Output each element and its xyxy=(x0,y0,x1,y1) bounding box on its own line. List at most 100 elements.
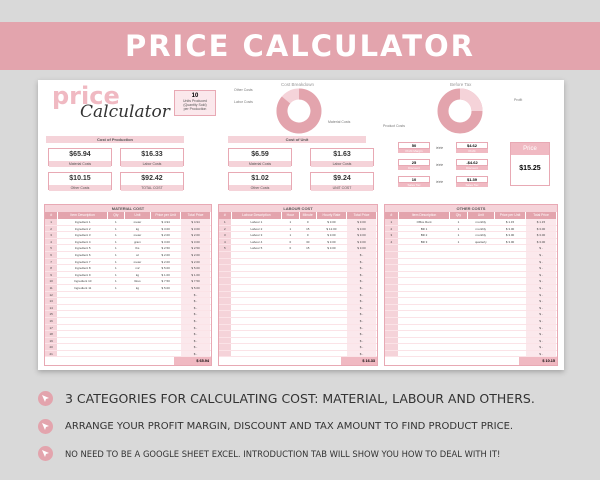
table-cell[interactable] xyxy=(468,291,496,298)
table-cell[interactable]: 0 xyxy=(300,219,317,225)
table-cell[interactable] xyxy=(450,251,468,258)
table-cell[interactable]: m2 xyxy=(125,265,152,271)
table-cell[interactable]: Labour 1 xyxy=(232,219,283,225)
table-cell[interactable]: 0 xyxy=(300,232,317,238)
table-cell[interactable]: 1 xyxy=(282,232,300,238)
table-cell[interactable] xyxy=(450,344,468,350)
table-cell[interactable] xyxy=(468,350,496,357)
table-cell[interactable] xyxy=(317,271,347,278)
table-cell[interactable] xyxy=(450,337,468,344)
table-cell[interactable]: $ 12.00 xyxy=(317,225,347,232)
table-cell[interactable] xyxy=(300,291,317,298)
table-cell[interactable] xyxy=(495,251,526,258)
table-cell[interactable] xyxy=(495,284,526,291)
table-cell[interactable] xyxy=(399,258,451,265)
table-cell[interactable] xyxy=(282,291,300,298)
table-cell[interactable] xyxy=(495,350,526,357)
table-cell[interactable] xyxy=(450,278,468,284)
table-cell[interactable] xyxy=(317,258,347,265)
table-cell[interactable] xyxy=(495,337,526,344)
table-cell[interactable] xyxy=(232,350,283,357)
table-cell[interactable] xyxy=(399,324,451,331)
table-cell[interactable] xyxy=(282,350,300,357)
table-cell[interactable]: $ 4.94 xyxy=(151,219,182,225)
table-cell[interactable]: Ingredient 6 xyxy=(58,251,109,258)
sales-tax-input[interactable]: 10 Sales Tax xyxy=(398,176,430,187)
table-cell[interactable] xyxy=(317,278,347,284)
table-cell[interactable] xyxy=(282,324,300,331)
table-cell[interactable] xyxy=(317,265,347,271)
table-cell[interactable]: $ 3.00 xyxy=(317,219,347,225)
table-cell[interactable] xyxy=(151,350,182,357)
table-cell[interactable] xyxy=(125,331,152,337)
table-cell[interactable] xyxy=(108,324,125,331)
table-cell[interactable]: $ 5.00 xyxy=(151,265,182,271)
table-cell[interactable] xyxy=(300,324,317,331)
table-cell[interactable] xyxy=(151,337,182,344)
table-cell[interactable] xyxy=(495,311,526,317)
table-cell[interactable]: monthly xyxy=(468,232,496,238)
table-cell[interactable] xyxy=(317,331,347,337)
table-cell[interactable] xyxy=(468,298,496,304)
table-cell[interactable] xyxy=(108,344,125,350)
table-cell[interactable]: litres xyxy=(125,278,152,284)
table-cell[interactable] xyxy=(317,311,347,317)
table-cell[interactable] xyxy=(468,304,496,311)
table-cell[interactable] xyxy=(317,298,347,304)
table-cell[interactable] xyxy=(125,298,152,304)
table-cell[interactable]: 1 xyxy=(282,219,300,225)
table-cell[interactable] xyxy=(317,350,347,357)
table-cell[interactable] xyxy=(300,337,317,344)
table-cell[interactable] xyxy=(151,317,182,324)
table-cell[interactable] xyxy=(300,278,317,284)
table-cell[interactable] xyxy=(399,298,451,304)
table-cell[interactable]: $ 1.00 xyxy=(151,271,182,278)
table-cell[interactable]: Ingredient 11 xyxy=(58,284,109,291)
table-cell[interactable] xyxy=(399,284,451,291)
table-cell[interactable] xyxy=(282,317,300,324)
table-cell[interactable] xyxy=(232,278,283,284)
table-cell[interactable]: Ingredient 7 xyxy=(58,258,109,265)
table-cell[interactable] xyxy=(300,298,317,304)
table-cell[interactable] xyxy=(450,298,468,304)
table-cell[interactable]: $ 3.00 xyxy=(151,238,182,245)
table-cell[interactable] xyxy=(468,278,496,284)
table-cell[interactable]: 1 xyxy=(108,278,125,284)
table-cell[interactable] xyxy=(399,331,451,337)
table-cell[interactable] xyxy=(468,337,496,344)
table-cell[interactable] xyxy=(108,311,125,317)
table-cell[interactable]: 1 xyxy=(108,245,125,251)
table-cell[interactable]: kg xyxy=(125,284,152,291)
table-cell[interactable] xyxy=(300,350,317,357)
table-cell[interactable] xyxy=(151,344,182,350)
table-cell[interactable]: 1 xyxy=(108,225,125,232)
table-cell[interactable] xyxy=(282,258,300,265)
table-cell[interactable]: $ 2.50 xyxy=(151,245,182,251)
table-cell[interactable] xyxy=(450,350,468,357)
table-cell[interactable] xyxy=(317,317,347,324)
table-cell[interactable] xyxy=(450,258,468,265)
table-cell[interactable] xyxy=(125,311,152,317)
table-cell[interactable] xyxy=(232,344,283,350)
table-cell[interactable] xyxy=(399,278,451,284)
table-cell[interactable] xyxy=(108,350,125,357)
table-cell[interactable] xyxy=(58,291,109,298)
table-cell[interactable] xyxy=(495,331,526,337)
table-cell[interactable]: $ 3.00 xyxy=(317,238,347,245)
table-cell[interactable] xyxy=(108,317,125,324)
table-cell[interactable]: $ 2.00 xyxy=(151,232,182,238)
table-cell[interactable] xyxy=(232,331,283,337)
table-cell[interactable] xyxy=(450,304,468,311)
table-cell[interactable] xyxy=(495,291,526,298)
table-cell[interactable] xyxy=(232,258,283,265)
table-cell[interactable] xyxy=(58,337,109,344)
table-cell[interactable] xyxy=(495,278,526,284)
table-cell[interactable] xyxy=(300,344,317,350)
table-cell[interactable] xyxy=(495,265,526,271)
table-cell[interactable] xyxy=(300,258,317,265)
table-cell[interactable]: Office Rent xyxy=(399,219,451,225)
table-cell[interactable] xyxy=(300,265,317,271)
table-cell[interactable] xyxy=(495,317,526,324)
table-cell[interactable] xyxy=(450,331,468,337)
table-cell[interactable] xyxy=(468,331,496,337)
